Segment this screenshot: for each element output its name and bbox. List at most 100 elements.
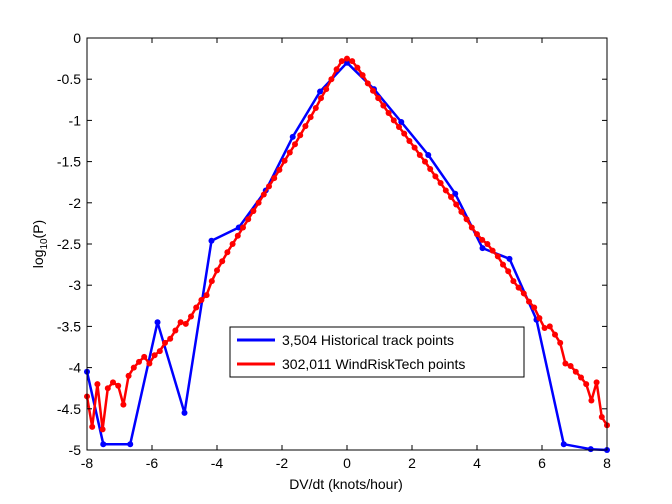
data-point-windrisktech [416,152,423,159]
data-point-windrisktech [583,381,590,388]
data-point-windrisktech [526,298,532,305]
data-point-windrisktech [567,362,574,369]
data-point-windrisktech [442,187,449,194]
legend: 3,504 Historical track points 302,011 Wi… [229,326,525,378]
data-point-windrisktech [562,360,569,367]
data-point-windrisktech [271,175,278,182]
data-point-windrisktech [338,58,345,65]
x-tick-label: 8 [603,455,611,471]
data-point-windrisktech [375,95,382,102]
data-point-historical [317,88,324,95]
data-point-windrisktech [151,352,158,359]
data-point-windrisktech [598,414,605,421]
data-point-windrisktech [328,76,335,83]
data-point-windrisktech [182,320,189,327]
data-point-windrisktech [156,348,163,355]
data-point-windrisktech [188,313,194,320]
x-tick-label: -6 [146,455,159,471]
data-point-windrisktech [224,249,231,256]
data-point-windrisktech [89,423,96,430]
tick-labels: -8 -6 -4 -2 0 2 4 6 8 0 -0.5 -1 -1.5 -2 -2.5 -3 -3.5 -4 -4… [57,30,611,471]
data-point-windrisktech [536,315,543,322]
data-point-windrisktech [468,224,475,231]
data-point-windrisktech [94,381,101,388]
data-point-historical [398,119,405,126]
data-point-windrisktech [494,253,501,260]
data-point-windrisktech [557,339,564,346]
data-point-windrisktech [141,353,148,360]
data-point-windrisktech [115,382,122,389]
data-point-windrisktech [432,173,439,180]
y-axis-title-sub: 10 [39,238,50,250]
data-point-windrisktech [307,114,314,121]
data-point-windrisktech [427,166,434,173]
y-tick-label: -5 [69,442,82,458]
data-point-windrisktech [541,325,548,332]
plot-series [84,55,610,453]
x-tick-label: -8 [81,455,94,471]
data-point-windrisktech [458,208,465,215]
data-point-windrisktech [370,87,376,94]
y-tick-label: -1 [69,112,82,128]
data-point-windrisktech [250,208,257,215]
data-point-windrisktech [146,360,153,367]
x-axis-title: DV/dt (knots/hour) [289,476,403,492]
data-point-windrisktech [479,236,486,243]
data-point-windrisktech [344,55,350,62]
x-tick-label: 0 [343,455,351,471]
data-point-historical [587,446,594,453]
data-point-historical [479,245,486,252]
data-point-windrisktech [453,201,460,208]
data-point-windrisktech [349,58,356,65]
data-point-windrisktech [463,216,470,223]
y-tick-label: -3.5 [57,318,81,334]
data-point-windrisktech [552,331,558,338]
data-point-windrisktech [286,149,293,156]
data-point-windrisktech [214,267,220,274]
data-point-windrisktech [323,86,330,93]
data-point-windrisktech [281,157,288,164]
data-point-windrisktech [390,117,397,124]
data-point-historical [154,319,161,326]
data-point-windrisktech [136,358,142,365]
y-tick-label: -2.5 [57,236,81,252]
x-tick-label: -4 [211,455,224,471]
data-point-historical [425,152,432,159]
data-point-windrisktech [333,66,340,73]
data-point-historical [208,237,215,244]
data-point-windrisktech [302,123,309,130]
data-point-windrisktech [500,261,506,268]
data-point-historical [452,190,459,197]
data-point-windrisktech [193,304,200,311]
data-point-windrisktech [318,95,324,102]
axis-ticks [86,37,608,451]
x-tick-label: 6 [538,455,546,471]
data-point-windrisktech [266,183,272,190]
data-point-historical [181,409,188,416]
data-point-windrisktech [448,194,454,201]
data-point-historical [127,441,134,448]
data-point-windrisktech [578,374,584,381]
y-tick-label: -2 [69,195,82,211]
data-point-windrisktech [572,368,579,375]
y-axis-title: log10(P) [30,220,50,268]
data-point-windrisktech [208,278,215,285]
y-tick-label: -4.5 [57,401,81,417]
data-point-windrisktech [229,241,236,247]
data-point-windrisktech [125,372,132,379]
data-point-windrisktech [110,379,116,386]
data-point-windrisktech [385,109,392,116]
data-point-windrisktech [130,364,137,371]
data-point-windrisktech [162,339,168,346]
data-point-windrisktech [260,191,267,198]
data-point-windrisktech [234,232,241,239]
data-point-windrisktech [198,297,205,304]
data-point-windrisktech [297,132,304,139]
data-point-windrisktech [396,123,402,130]
legend-box [229,326,525,378]
legend-label-windrisktech: 302,011 WindRiskTech points [282,356,465,372]
data-point-windrisktech [172,327,179,334]
data-point-windrisktech [245,216,252,223]
